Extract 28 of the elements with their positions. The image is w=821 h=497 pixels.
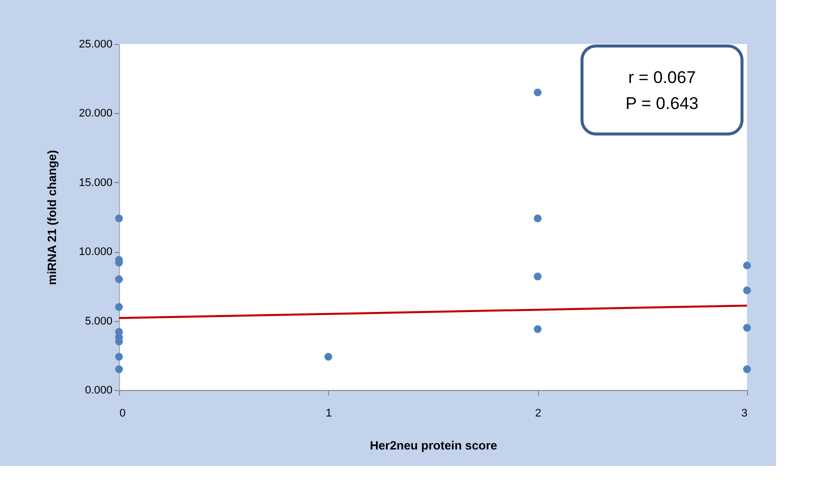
annotation: P = 0.643 xyxy=(626,94,698,113)
annotation: r = 0.067 xyxy=(628,68,696,87)
point xyxy=(534,272,542,280)
y-tick-label: 5.000 xyxy=(84,315,112,328)
point xyxy=(534,325,542,333)
point xyxy=(115,365,123,374)
y-tick-label: 20.000 xyxy=(78,108,112,120)
x-tick-label: 3 xyxy=(741,408,748,420)
point xyxy=(534,214,542,222)
point xyxy=(743,262,751,270)
y-tick-label: 10.000 xyxy=(78,246,112,258)
point xyxy=(534,88,542,96)
point xyxy=(115,275,123,284)
point xyxy=(743,286,751,294)
y-tick-label: 25.000 xyxy=(78,38,112,50)
x-tick-label: 1 xyxy=(326,408,332,420)
point xyxy=(743,365,751,374)
point xyxy=(324,352,332,361)
x-tick-label: 2 xyxy=(535,408,542,420)
point xyxy=(115,303,123,311)
point xyxy=(743,324,751,332)
y-axis-title: miRNA 21 (fold change) xyxy=(44,150,59,285)
point xyxy=(115,352,123,361)
y-tick-label: 15.000 xyxy=(78,176,112,189)
x-axis-title: Her2neu protein score xyxy=(370,438,498,452)
y-tick-label: 0.000 xyxy=(84,384,112,396)
point xyxy=(115,214,123,222)
x-tick-label: 0 xyxy=(120,408,126,420)
